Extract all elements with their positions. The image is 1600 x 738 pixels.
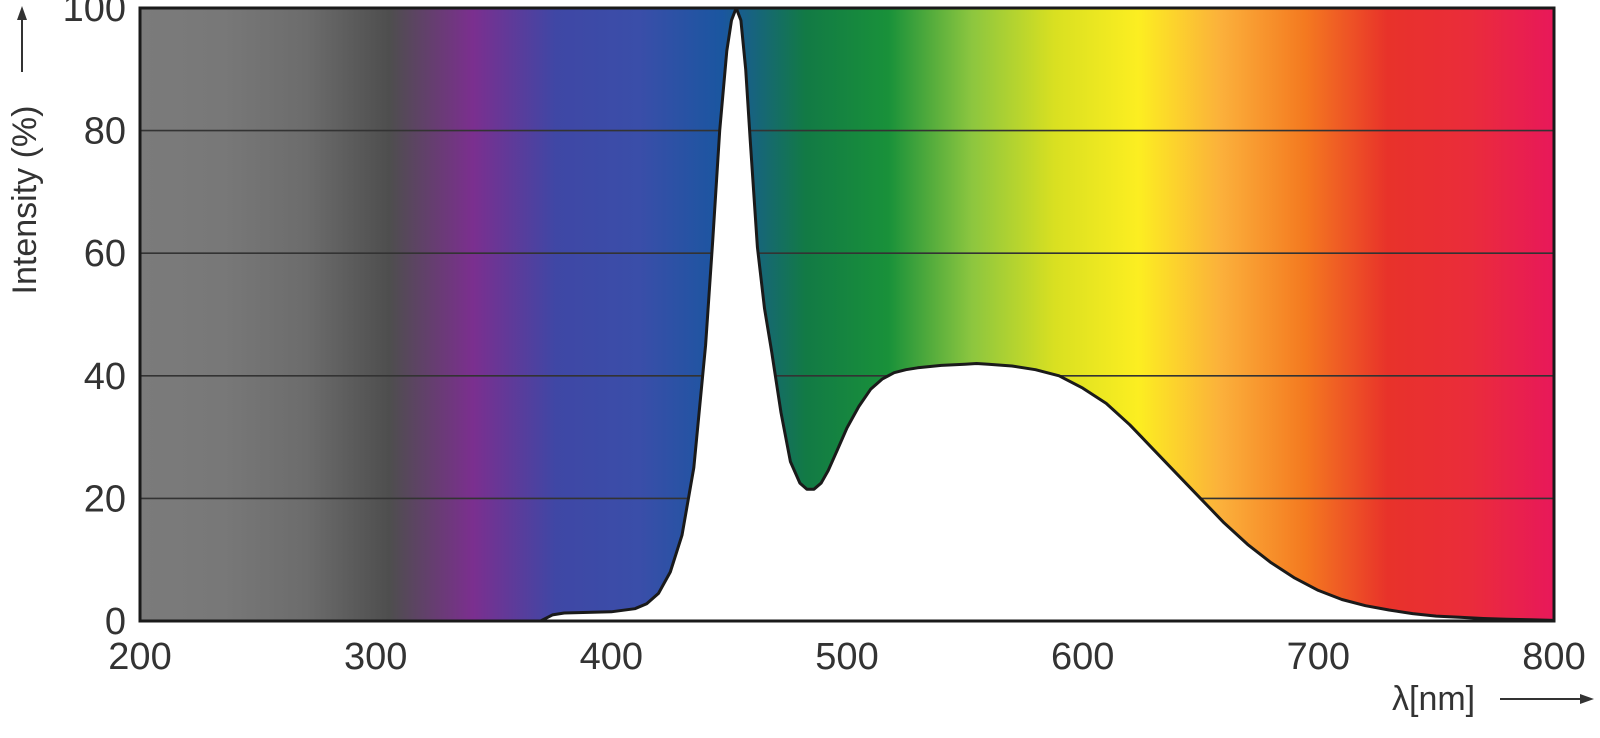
y-tick-label-80: 80 xyxy=(84,111,126,153)
y-tick-labels: 0 20 40 60 80 100 xyxy=(63,0,126,643)
x-tick-label-800: 800 xyxy=(1522,636,1585,678)
gridlines xyxy=(140,129,1554,500)
x-tick-labels: 200 300 400 500 600 700 800 xyxy=(108,636,1585,678)
x-tick-label-600: 600 xyxy=(1051,636,1114,678)
x-tick-label-200: 200 xyxy=(108,636,171,678)
y-axis-arrow-icon xyxy=(17,6,27,72)
y-tick-label-20: 20 xyxy=(84,478,126,520)
x-tick-label-300: 300 xyxy=(344,636,407,678)
x-axis-title: λ[nm] xyxy=(1392,680,1475,718)
x-axis-arrow-icon xyxy=(1500,694,1594,704)
plot-frame xyxy=(138,6,1556,623)
y-tick-label-60: 60 xyxy=(84,233,126,275)
y-tick-label-0: 0 xyxy=(105,601,126,643)
intensity-curve xyxy=(539,8,1554,621)
y-axis-title: Intensity (%) xyxy=(6,106,44,295)
x-tick-label-400: 400 xyxy=(580,636,643,678)
x-tick-label-700: 700 xyxy=(1287,636,1350,678)
y-tick-label-40: 40 xyxy=(84,356,126,398)
x-tick-label-500: 500 xyxy=(815,636,878,678)
y-tick-label-100: 100 xyxy=(63,0,126,30)
